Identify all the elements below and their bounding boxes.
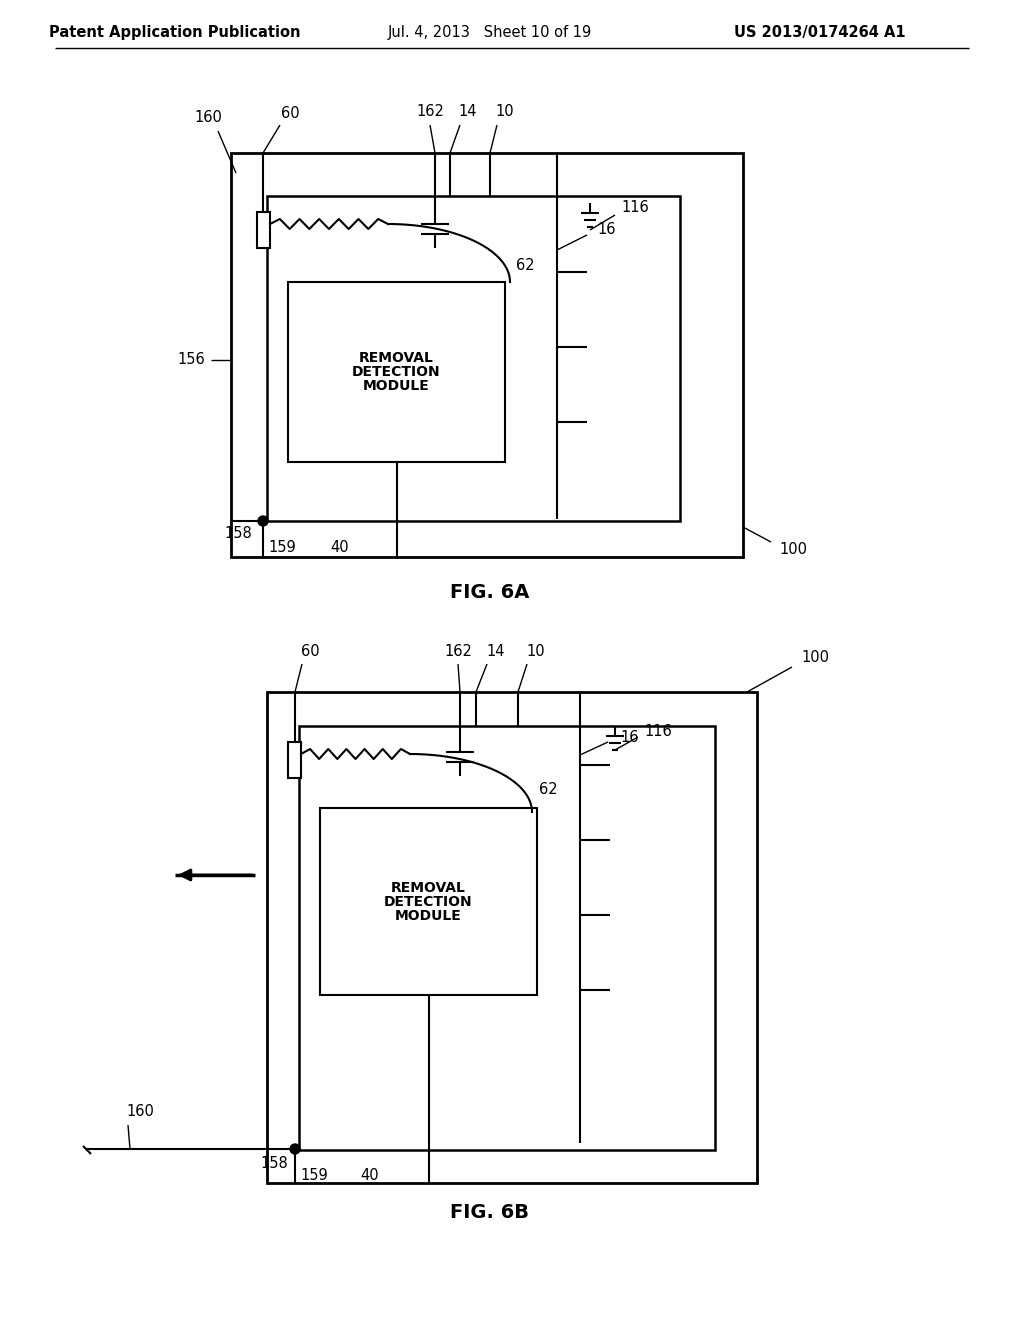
Text: 158: 158 bbox=[260, 1155, 288, 1171]
Bar bbox=[299, 726, 715, 1150]
Text: FIG. 6A: FIG. 6A bbox=[451, 582, 529, 602]
Text: 116: 116 bbox=[622, 201, 649, 215]
Text: DETECTION: DETECTION bbox=[384, 895, 473, 908]
Text: MODULE: MODULE bbox=[395, 908, 462, 923]
Circle shape bbox=[290, 1144, 300, 1154]
Text: 160: 160 bbox=[126, 1105, 154, 1119]
Text: 159: 159 bbox=[300, 1167, 328, 1183]
Text: REMOVAL: REMOVAL bbox=[359, 351, 434, 366]
Text: 160: 160 bbox=[195, 111, 222, 125]
Text: US 2013/0174264 A1: US 2013/0174264 A1 bbox=[734, 25, 906, 40]
Text: 62: 62 bbox=[516, 257, 535, 272]
Bar bbox=[267, 195, 680, 521]
Text: 156: 156 bbox=[177, 352, 205, 367]
Text: 116: 116 bbox=[644, 723, 672, 738]
Text: 60: 60 bbox=[301, 644, 319, 660]
Text: 62: 62 bbox=[539, 783, 557, 797]
Text: 162: 162 bbox=[444, 644, 472, 660]
Text: 40: 40 bbox=[331, 540, 349, 554]
Text: 162: 162 bbox=[416, 103, 444, 119]
Text: 16: 16 bbox=[598, 223, 616, 238]
Text: 158: 158 bbox=[224, 527, 252, 541]
Text: REMOVAL: REMOVAL bbox=[391, 880, 466, 895]
Text: 10: 10 bbox=[496, 103, 514, 119]
Text: MODULE: MODULE bbox=[364, 379, 430, 393]
Circle shape bbox=[258, 516, 268, 525]
Text: Patent Application Publication: Patent Application Publication bbox=[49, 25, 301, 40]
Bar bbox=[257, 213, 270, 248]
Text: DETECTION: DETECTION bbox=[352, 366, 440, 379]
Text: Jul. 4, 2013   Sheet 10 of 19: Jul. 4, 2013 Sheet 10 of 19 bbox=[388, 25, 592, 40]
Text: 10: 10 bbox=[526, 644, 546, 660]
Text: 100: 100 bbox=[779, 541, 807, 557]
Bar bbox=[319, 808, 537, 995]
Text: 40: 40 bbox=[360, 1167, 379, 1183]
Text: 100: 100 bbox=[801, 649, 829, 664]
Text: 60: 60 bbox=[281, 106, 299, 120]
Text: 159: 159 bbox=[268, 540, 296, 554]
Bar bbox=[231, 153, 743, 557]
Text: 14: 14 bbox=[486, 644, 505, 660]
Text: FIG. 6B: FIG. 6B bbox=[451, 1203, 529, 1221]
Text: 14: 14 bbox=[459, 103, 477, 119]
Bar bbox=[288, 282, 505, 462]
Bar bbox=[288, 742, 301, 777]
Text: 16: 16 bbox=[621, 730, 639, 746]
Bar bbox=[267, 692, 757, 1183]
